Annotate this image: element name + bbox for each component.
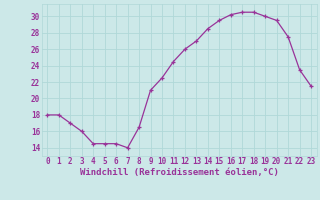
X-axis label: Windchill (Refroidissement éolien,°C): Windchill (Refroidissement éolien,°C)	[80, 168, 279, 177]
